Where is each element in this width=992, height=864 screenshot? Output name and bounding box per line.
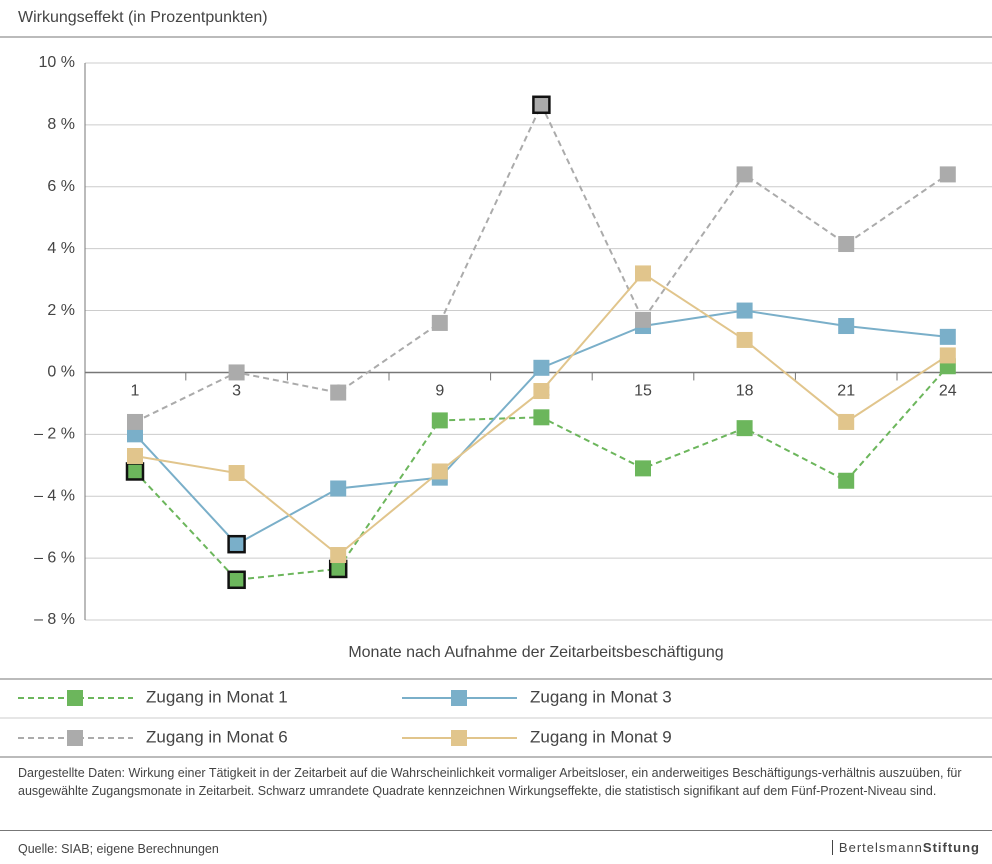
x-tick-label: 9 [435,383,444,400]
brand: BertelsmannStiftung [831,840,980,855]
source: Quelle: SIAB; eigene Berechnungen [18,842,219,856]
marker [127,447,143,464]
marker [736,331,753,348]
legend-label: Zugang in Monat 9 [530,727,672,746]
marker [330,480,347,497]
marker [533,383,550,400]
x-tick-label: 1 [131,383,140,400]
legend-label: Zugang in Monat 3 [530,687,672,706]
marker [838,318,855,335]
legend-label: Zugang in Monat 1 [146,687,288,706]
marker [736,166,753,183]
brand-b: Stiftung [922,840,980,855]
marker [635,311,651,328]
y-tick-label: – 4 % [34,487,75,504]
y-tick-label: 0 % [47,364,75,381]
y-tick-label: 10 % [39,54,75,71]
note: Dargestellte Daten: Wirkung einer Tätigk… [18,766,962,798]
x-axis-label: Monate nach Aufnahme der Zeitarbeitsbesc… [348,644,723,661]
y-tick-label: – 8 % [34,611,75,628]
y-tick-label: 2 % [47,302,75,319]
y-tick-label: 6 % [47,178,75,195]
marker [127,413,143,430]
marker [431,412,448,429]
marker [635,265,651,282]
legend-marker [67,690,83,706]
brand-a: Bertelsmann [838,840,923,855]
legend-marker [67,730,83,746]
y-axis-label: Wirkungseffekt (in Prozentpunkten) [18,9,268,26]
legend-marker [451,690,467,706]
rule [0,830,992,831]
marker [532,95,551,115]
marker [431,314,448,331]
marker [330,547,347,564]
marker [635,460,651,477]
marker [533,409,550,426]
x-tick-label: 21 [837,383,855,400]
marker [736,420,753,437]
marker [227,570,246,590]
marker [228,465,245,482]
x-tick-label: 24 [939,383,957,400]
y-tick-label: 4 % [47,240,75,257]
marker [939,328,956,345]
marker [939,347,956,364]
marker [125,462,145,481]
chart: Wirkungseffekt (in Prozentpunkten) Monat… [0,9,992,758]
legend-marker [451,730,467,746]
marker [328,559,348,579]
marker [228,364,245,381]
x-tick-label: 3 [232,383,241,400]
y-tick-label: 8 % [47,116,75,133]
y-tick-label: – 2 % [34,426,75,443]
series-line [134,309,948,546]
marker [127,426,143,443]
marker [838,472,855,489]
marker [939,166,956,183]
marker [431,463,448,480]
marker [330,384,347,401]
y-tick-label: – 6 % [34,549,75,566]
marker [838,413,855,430]
marker [533,359,550,376]
x-tick-label: 15 [634,383,652,400]
marker [227,534,246,554]
marker [736,302,753,319]
legend-label: Zugang in Monat 6 [146,727,288,746]
marker [838,236,855,253]
x-tick-label: 18 [736,383,754,400]
